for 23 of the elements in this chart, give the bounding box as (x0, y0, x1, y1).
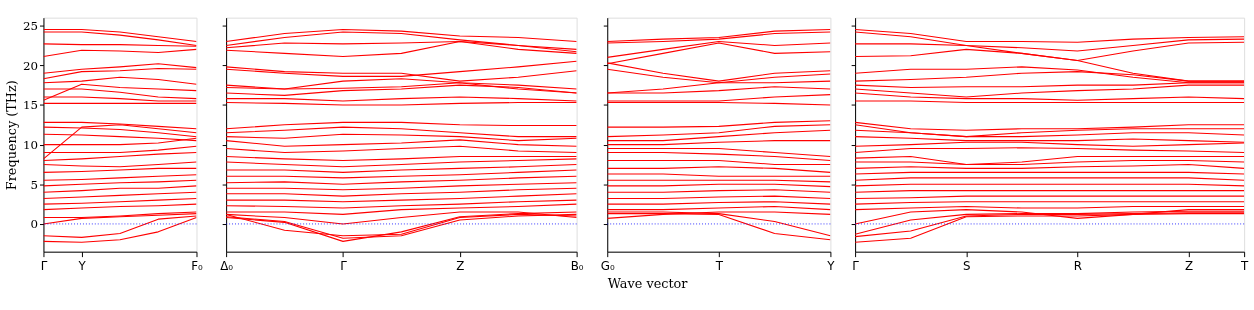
x-axis-title: Wave vector (607, 275, 689, 291)
x-tick-label: Y (826, 258, 836, 273)
y-tick-label: 15 (22, 98, 39, 113)
x-tick-label: Γ (852, 258, 860, 273)
x-tick-label: Γ (340, 258, 348, 273)
y-tick-label: 0 (30, 217, 39, 232)
x-tick-label: Y (77, 258, 87, 273)
x-tick-label: F₀ (191, 258, 204, 273)
y-tick-label: 10 (22, 138, 39, 153)
y-tick-label: 25 (22, 19, 39, 34)
x-tick-label: S (962, 258, 971, 273)
x-tick-label: Δ₀ (220, 258, 234, 273)
x-tick-label: B₀ (570, 258, 584, 273)
y-tick-label: 20 (22, 58, 39, 73)
y-axis-title: Frequency (THz) (4, 80, 20, 191)
x-tick-label: T (714, 258, 724, 273)
x-tick-label: T (1240, 258, 1249, 273)
x-tick-label: R (1073, 258, 1082, 273)
y-tick-label: 5 (30, 177, 39, 192)
x-tick-label: Z (456, 258, 465, 273)
x-tick-label: Z (1184, 258, 1194, 273)
x-tick-label: Γ (40, 258, 48, 273)
x-tick-label: G₀ (600, 258, 615, 273)
